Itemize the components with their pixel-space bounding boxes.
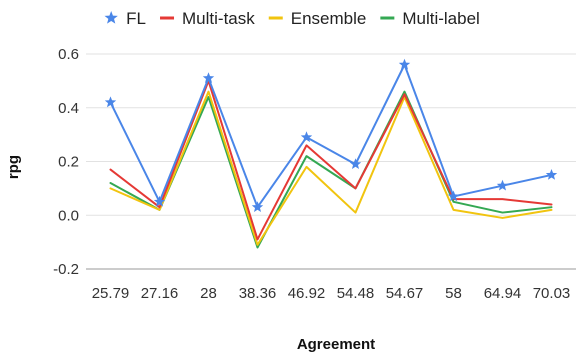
data-point-fl [251,201,264,213]
y-axis-title: rpg [5,155,22,179]
x-tick-label: 64.94 [484,285,522,302]
grid [86,53,576,270]
x-tick-label: 27.16 [141,285,179,302]
legend-item-fl: FL [104,9,146,28]
x-tick-label: 54.48 [337,285,375,302]
series-ensemble [109,90,553,246]
x-tick-label: 28 [200,285,217,302]
legend-label: Multi-label [402,9,479,28]
x-axis-ticks: 25.79 27.16 28 38.36 46.92 54.48 54.67 58 64.94 7… [92,285,571,302]
data-point-fl [349,158,362,170]
legend: FL Multi-task Ensemble Multi-label [104,9,480,28]
x-tick-label: 58 [445,285,462,302]
series-multi-label [109,90,553,249]
data-point-fl [496,179,509,191]
legend-label: Multi-task [182,9,255,28]
data-point-fl [447,190,460,202]
data-point-fl [545,168,558,180]
data-point-fl [300,131,313,143]
series-line-multi-task [109,79,553,241]
x-tick-label: 46.92 [288,285,326,302]
y-tick-label: 0.2 [58,154,79,171]
data-point-fl [398,58,411,70]
legend-item-multi-task: Multi-task [160,9,255,28]
x-axis-title: Agreement [297,336,375,353]
x-tick-label: 54.67 [386,285,424,302]
data-point-fl [104,96,117,108]
x-tick-label: 70.03 [533,285,571,302]
y-tick-label: 0.6 [58,46,79,63]
x-tick-label: 25.79 [92,285,130,302]
legend-item-ensemble: Ensemble [268,9,367,28]
series-fl [104,58,558,213]
series-line-fl [109,63,553,209]
x-tick-label: 38.36 [239,285,277,302]
legend-star-icon [104,11,118,24]
data-point-fl [202,72,215,84]
series-group [104,58,558,249]
legend-label: FL [126,9,146,28]
data-point-fl [153,195,166,207]
y-tick-label: 0.4 [58,100,79,117]
y-tick-label: 0.0 [58,207,79,224]
series-line-multi-label [109,90,553,249]
y-tick-label: -0.2 [53,261,79,278]
series-line-ensemble [109,90,553,246]
series-multi-task [109,79,553,241]
legend-item-multi-label: Multi-label [380,9,480,28]
y-axis-ticks: -0.2 0.0 0.2 0.4 0.6 [53,46,79,278]
legend-label: Ensemble [291,9,367,28]
